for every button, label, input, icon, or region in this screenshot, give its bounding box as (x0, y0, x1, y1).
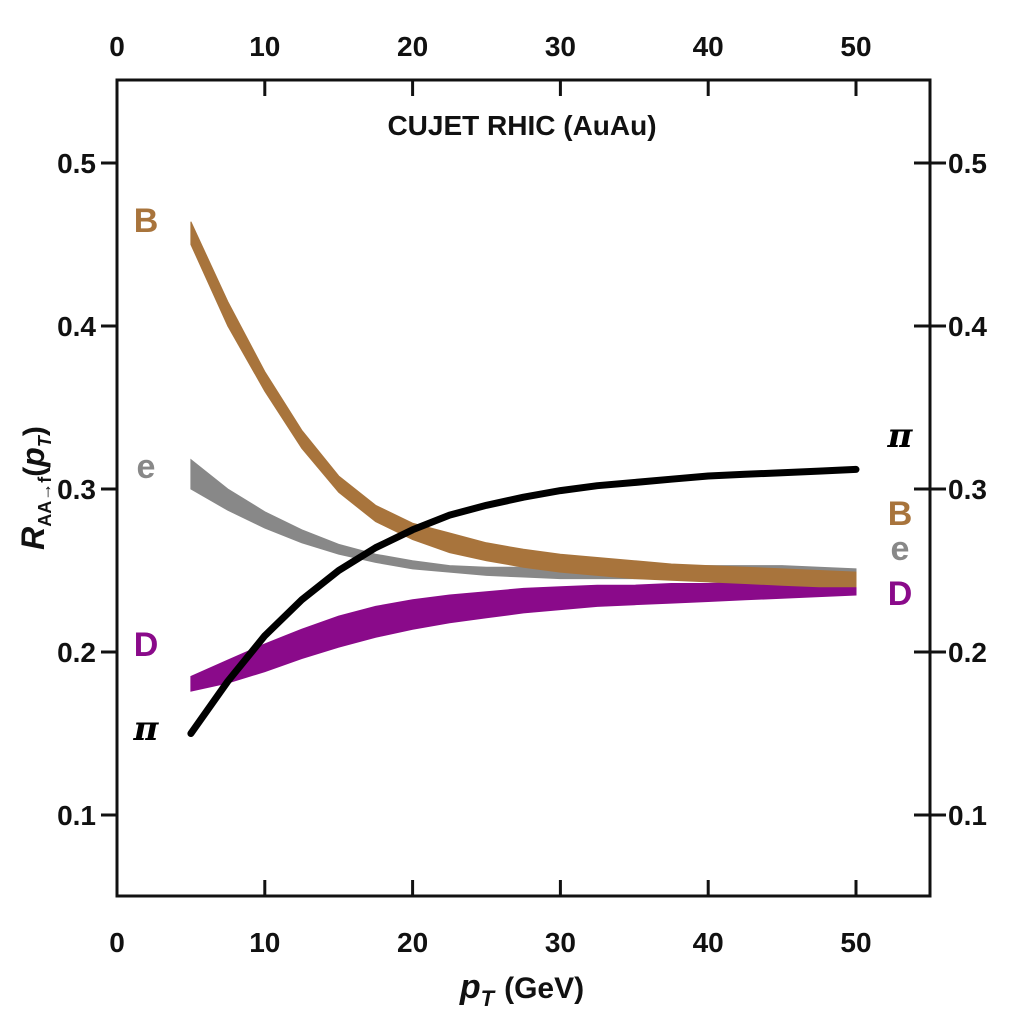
series-e-label-left: e (137, 448, 156, 486)
x-tick-label-top: 10 (249, 31, 280, 62)
series-pi-label-right: π (887, 416, 914, 456)
y-tick-label-left: 0.1 (57, 800, 96, 831)
series-d-band (190, 581, 857, 692)
y-tick-label-left: 0.2 (57, 637, 96, 668)
x-tick-label-bottom: 30 (545, 927, 576, 958)
y-tick-label-left: 0.4 (57, 311, 96, 342)
y-tick-label-right: 0.4 (948, 311, 987, 342)
y-axis-label-main: R (15, 527, 51, 550)
y-axis-label-arg-main: p (15, 447, 51, 468)
y-tick-label-right: 0.2 (948, 637, 987, 668)
y-axis-label-arg-sub: T (35, 434, 55, 447)
y-axis-label-sub: AA→f (35, 476, 55, 527)
plot-frame (115, 78, 932, 898)
y-tick-label-right: 0.1 (948, 800, 987, 831)
x-tick-label-top: 20 (397, 31, 428, 62)
y-tick-label-right: 0.3 (948, 474, 987, 505)
series-pi-label-left: π (133, 709, 160, 749)
x-tick-label-bottom: 0 (109, 927, 125, 958)
axis-ticks (101, 80, 946, 896)
series-e-label-right: e (891, 530, 910, 568)
series-d-label-left: D (134, 626, 159, 664)
x-tick-label-top: 30 (545, 31, 576, 62)
x-tick-label-top: 0 (109, 31, 125, 62)
axis-tick-labels: 0 0 10 10 20 20 30 30 40 40 50 50 0.1 0.1 0.2 0.2 0.3 0.3… (57, 31, 987, 958)
chart-title: CUJET RHIC (AuAu) (387, 110, 656, 141)
x-tick-label-bottom: 20 (397, 927, 428, 958)
x-tick-label-bottom: 50 (840, 927, 871, 958)
series-b-label-left: B (134, 202, 159, 240)
x-tick-label-bottom: 10 (249, 927, 280, 958)
x-tick-label-bottom: 40 (693, 927, 724, 958)
x-tick-label-top: 40 (693, 31, 724, 62)
series-b-label-right: B (888, 495, 913, 533)
x-axis-label-unit: (GeV) (504, 972, 584, 1005)
y-tick-label-left: 0.5 (57, 148, 96, 179)
y-axis-label-arg-open: ( (18, 467, 51, 477)
x-axis-label-main: p (459, 968, 481, 1006)
series-d-label-right: D (888, 575, 913, 613)
series-pi-line (187, 465, 860, 737)
y-tick-label-left: 0.3 (57, 474, 96, 505)
y-tick-label-right: 0.5 (948, 148, 987, 179)
x-tick-label-top: 50 (840, 31, 871, 62)
x-axis-label-sub: T (481, 986, 496, 1011)
x-axis-label: pT (GeV) (459, 968, 584, 1011)
y-axis-label-arg-close: ) (18, 426, 51, 436)
series-layer (187, 221, 860, 737)
y-axis-label: RAA→f(pT) (15, 426, 55, 550)
